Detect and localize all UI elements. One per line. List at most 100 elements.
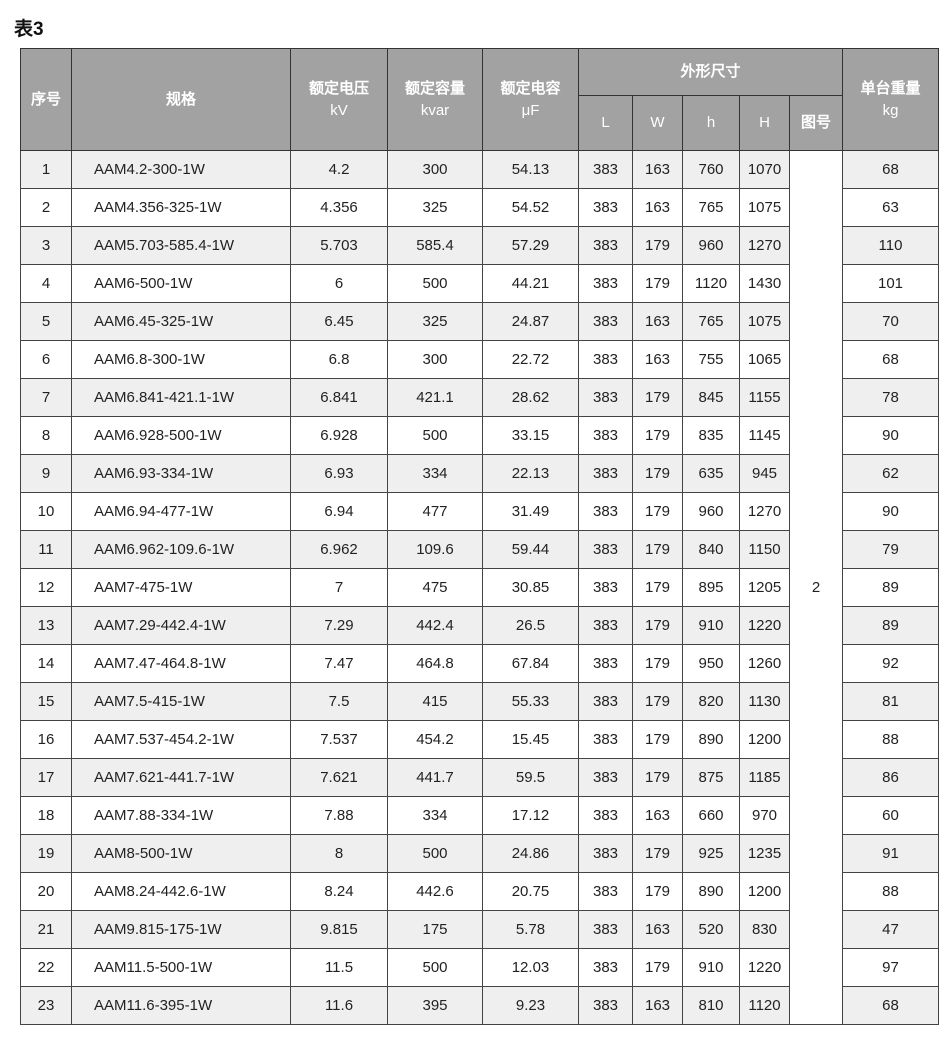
cell-H: 1065	[739, 340, 790, 379]
cell-h: 925	[682, 834, 740, 873]
cell-L: 383	[578, 416, 633, 455]
cell-H: 1185	[739, 758, 790, 797]
cell-index: 11	[20, 530, 72, 569]
cell-W: 179	[632, 416, 683, 455]
cell-capacitance: 54.13	[482, 150, 579, 189]
cell-index: 10	[20, 492, 72, 531]
cell-h: 895	[682, 568, 740, 607]
cell-capacity: 475	[387, 568, 483, 607]
cell-voltage: 6.962	[290, 530, 388, 569]
table-row: 5 AAM6.45-325-1W 6.45 325 24.87 383 163 765 1075…	[20, 302, 939, 341]
cell-capacity: 454.2	[387, 720, 483, 759]
cell-capacitance: 31.49	[482, 492, 579, 531]
cell-voltage: 6.94	[290, 492, 388, 531]
cell-index: 14	[20, 644, 72, 683]
cell-h: 520	[682, 910, 740, 949]
cell-voltage: 6.841	[290, 378, 388, 417]
cell-capacitance: 44.21	[482, 264, 579, 303]
cell-spec: AAM6.45-325-1W	[71, 302, 291, 341]
cell-weight: 89	[842, 568, 939, 607]
cell-capacity: 334	[387, 454, 483, 493]
cell-weight: 78	[842, 378, 939, 417]
cell-voltage: 6	[290, 264, 388, 303]
cell-capacity: 300	[387, 340, 483, 379]
cell-capacity: 442.6	[387, 872, 483, 911]
cell-capacitance: 17.12	[482, 796, 579, 835]
cell-h: 835	[682, 416, 740, 455]
cell-voltage: 8	[290, 834, 388, 873]
cell-capacitance: 30.85	[482, 568, 579, 607]
cell-H: 1070	[739, 150, 790, 189]
header-H: H	[739, 95, 790, 151]
cell-L: 383	[578, 226, 633, 265]
cell-W: 179	[632, 530, 683, 569]
table-row: 7 AAM6.841-421.1-1W 6.841 421.1 28.62 383 179 8…	[20, 378, 939, 417]
cell-W: 179	[632, 644, 683, 683]
cell-index: 23	[20, 986, 72, 1025]
cell-H: 1205	[739, 568, 790, 607]
cell-spec: AAM6.93-334-1W	[71, 454, 291, 493]
cell-H: 830	[739, 910, 790, 949]
cell-capacity: 477	[387, 492, 483, 531]
cell-h: 635	[682, 454, 740, 493]
cell-weight: 86	[842, 758, 939, 797]
cell-index: 15	[20, 682, 72, 721]
cell-L: 383	[578, 378, 633, 417]
cell-index: 9	[20, 454, 72, 493]
cell-capacity: 415	[387, 682, 483, 721]
cell-h: 890	[682, 872, 740, 911]
cell-spec: AAM8-500-1W	[71, 834, 291, 873]
cell-L: 383	[578, 454, 633, 493]
cell-capacitance: 9.23	[482, 986, 579, 1025]
header-dimensions: 外形尺寸	[578, 48, 843, 96]
cell-voltage: 11.6	[290, 986, 388, 1025]
cell-capacity: 175	[387, 910, 483, 949]
cell-spec: AAM7.29-442.4-1W	[71, 606, 291, 645]
cell-W: 163	[632, 188, 683, 227]
cell-index: 16	[20, 720, 72, 759]
cell-L: 383	[578, 150, 633, 189]
cell-capacity: 464.8	[387, 644, 483, 683]
cell-W: 179	[632, 872, 683, 911]
table-row: 19 AAM8-500-1W 8 500 24.86 383 179 925 1235 91	[20, 834, 939, 873]
table-row: 9 AAM6.93-334-1W 6.93 334 22.13 383 179 635 945 6…	[20, 454, 939, 493]
cell-spec: AAM4.2-300-1W	[71, 150, 291, 189]
cell-capacitance: 24.87	[482, 302, 579, 341]
cell-weight: 92	[842, 644, 939, 683]
cell-capacitance: 26.5	[482, 606, 579, 645]
cell-weight: 68	[842, 150, 939, 189]
cell-L: 383	[578, 568, 633, 607]
header-index: 序号	[20, 48, 72, 151]
cell-H: 1120	[739, 986, 790, 1025]
cell-weight: 90	[842, 416, 939, 455]
cell-spec: AAM7.621-441.7-1W	[71, 758, 291, 797]
cell-spec: AAM7.47-464.8-1W	[71, 644, 291, 683]
cell-capacity: 500	[387, 948, 483, 987]
cell-W: 179	[632, 682, 683, 721]
cell-voltage: 11.5	[290, 948, 388, 987]
cell-weight: 88	[842, 872, 939, 911]
cell-H: 1200	[739, 720, 790, 759]
cell-voltage: 8.24	[290, 872, 388, 911]
cell-weight: 89	[842, 606, 939, 645]
cell-H: 1270	[739, 226, 790, 265]
cell-capacity: 441.7	[387, 758, 483, 797]
cell-voltage: 6.8	[290, 340, 388, 379]
cell-voltage: 7.537	[290, 720, 388, 759]
header-voltage: 额定电压 kV	[290, 48, 388, 151]
table-row: 11 AAM6.962-109.6-1W 6.962 109.6 59.44 383 179…	[20, 530, 939, 569]
cell-h: 960	[682, 226, 740, 265]
cell-spec: AAM6.8-300-1W	[71, 340, 291, 379]
cell-H: 1130	[739, 682, 790, 721]
cell-voltage: 6.45	[290, 302, 388, 341]
table-row: 8 AAM6.928-500-1W 6.928 500 33.15 383 179 835 11…	[20, 416, 939, 455]
cell-weight: 60	[842, 796, 939, 835]
cell-spec: AAM4.356-325-1W	[71, 188, 291, 227]
cell-L: 383	[578, 796, 633, 835]
cell-W: 179	[632, 568, 683, 607]
cell-voltage: 9.815	[290, 910, 388, 949]
header-spec: 规格	[71, 48, 291, 151]
cell-h: 660	[682, 796, 740, 835]
cell-L: 383	[578, 948, 633, 987]
cell-H: 1075	[739, 188, 790, 227]
